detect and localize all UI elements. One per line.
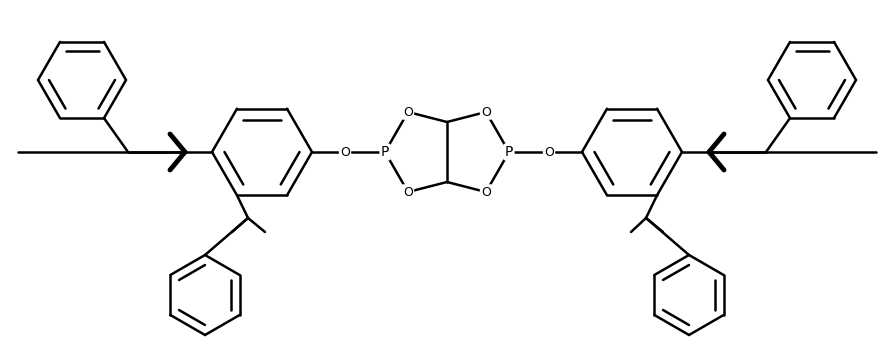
Text: P: P [381, 145, 389, 159]
Text: O: O [340, 145, 350, 158]
Text: O: O [403, 185, 413, 198]
Text: P: P [505, 145, 513, 159]
Text: O: O [481, 185, 491, 198]
Text: O: O [544, 145, 554, 158]
Text: O: O [481, 105, 491, 118]
Text: O: O [403, 105, 413, 118]
